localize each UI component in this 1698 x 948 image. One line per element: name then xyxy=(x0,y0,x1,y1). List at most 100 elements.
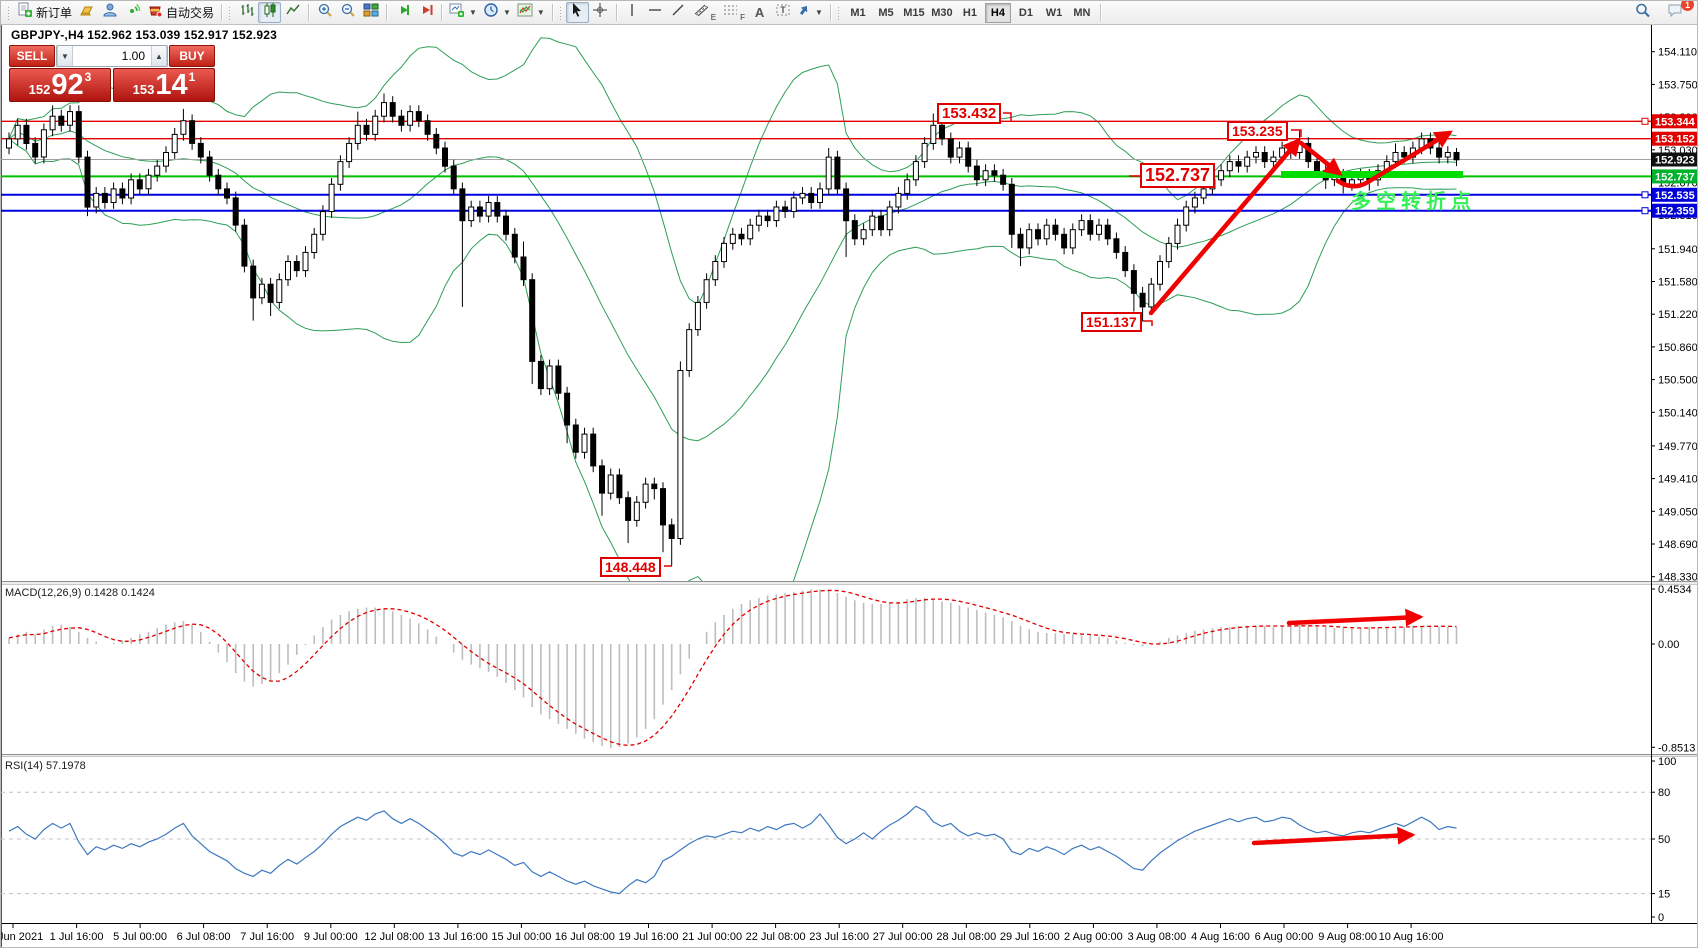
text-label-tool[interactable]: T xyxy=(771,2,794,23)
new-chart-dropdown[interactable]: ▼ xyxy=(446,2,480,23)
main-price-pane xyxy=(1,37,1651,581)
trendline-tool[interactable] xyxy=(667,2,690,23)
price-badge: 152.737 xyxy=(1652,169,1697,184)
cursor-tool-button[interactable] xyxy=(565,2,589,23)
tab-timeframe-M1[interactable]: M1 xyxy=(850,6,866,19)
line-selection-handle xyxy=(1641,117,1649,125)
profiles-clock-dropdown[interactable]: ▼ xyxy=(480,2,514,23)
signals-button[interactable] xyxy=(121,2,144,23)
candlestick-icon xyxy=(262,2,278,23)
price-annotation-label[interactable]: 148.448 xyxy=(600,557,661,578)
clock-icon xyxy=(483,2,499,23)
new-order-button[interactable]: 新订单 xyxy=(14,2,75,23)
chart-shift-button[interactable] xyxy=(414,2,437,23)
toolbar-grip[interactable] xyxy=(6,4,11,21)
autotrading-label: 自动交易 xyxy=(166,6,215,20)
main-toolbar: 新订单 自动交易 xyxy=(1,1,1697,25)
candlestick-series xyxy=(6,93,1460,566)
crosshair-icon xyxy=(592,2,608,23)
price-annotation-label[interactable]: 153.235 xyxy=(1227,121,1288,142)
trendline-icon xyxy=(670,2,686,23)
indicators-dropdown[interactable]: ▼ xyxy=(514,2,548,23)
notifications-button[interactable]: 1 xyxy=(1664,1,1694,23)
sell-price-box[interactable]: 152 92 3 xyxy=(9,68,111,102)
sell-button[interactable]: SELL xyxy=(9,45,55,67)
tab-timeframe-M15[interactable]: M15 xyxy=(903,6,925,19)
autotrading-button[interactable]: 自动交易 xyxy=(144,2,217,23)
toolbar-grip[interactable] xyxy=(835,4,841,21)
tab-timeframe-M5[interactable]: M5 xyxy=(878,6,894,19)
price-axis-tick: 148.330 xyxy=(1658,572,1698,584)
price-axis-tick: 151.220 xyxy=(1658,309,1698,321)
price-axis-tick: 149.770 xyxy=(1658,441,1698,453)
horizontal-line-tool[interactable] xyxy=(644,2,667,23)
price-axis-tick: 151.580 xyxy=(1658,277,1698,289)
fibonacci-icon-letter: F xyxy=(740,13,746,22)
time-axis-label: 4 Aug 16:00 xyxy=(1191,931,1250,943)
price-axis-tick: 151.940 xyxy=(1658,244,1698,256)
time-axis-label: 1 Jul 16:00 xyxy=(50,931,104,943)
fibonacci-icon xyxy=(722,2,740,23)
line-chart-mode-button[interactable] xyxy=(281,2,304,23)
price-annotation-label[interactable]: 152.737 xyxy=(1140,163,1216,188)
equidistant-channel-tool[interactable]: E xyxy=(690,2,719,23)
buy-price-box[interactable]: 153 14 1 xyxy=(113,68,215,102)
toolbar-grip[interactable] xyxy=(557,4,563,21)
price-badge: 153.344 xyxy=(1652,114,1697,129)
arrows-dropdown[interactable]: ▼ xyxy=(794,2,826,23)
text-tool[interactable]: A xyxy=(748,2,771,23)
macd-axis-tick: -0.8513 xyxy=(1658,742,1695,754)
price-axis-tick: 149.410 xyxy=(1658,474,1698,486)
vertical-line-tool[interactable] xyxy=(621,2,644,23)
price-axis-tick: 150.500 xyxy=(1658,375,1698,387)
crosshair-tool-button[interactable] xyxy=(589,2,612,23)
timeframe-group: M1 M5 M15 M30 H1 H4 D1 W1 MN xyxy=(844,2,1096,23)
volume-decrease-button[interactable]: ▼ xyxy=(57,46,73,66)
community-button[interactable] xyxy=(98,2,121,23)
chart-canvas[interactable]: 154.110153.750153.390153.030152.670152.3… xyxy=(1,25,1698,948)
pivot-zone-text[interactable]: 多空转折点 xyxy=(1351,191,1476,213)
tab-timeframe-MN[interactable]: MN xyxy=(1073,6,1091,19)
toolbar-separator xyxy=(441,4,443,21)
volume-increase-button[interactable]: ▲ xyxy=(151,46,167,66)
time-axis-label: 5 Jul 00:00 xyxy=(113,931,167,943)
tab-timeframe-W1[interactable]: W1 xyxy=(1045,6,1063,19)
gold-bar-button[interactable] xyxy=(75,2,98,23)
tab-timeframe-M30[interactable]: M30 xyxy=(931,6,953,19)
price-axis: 154.110153.750153.390153.030152.670152.3… xyxy=(1651,47,1698,924)
price-annotation-label[interactable]: 153.432 xyxy=(937,103,1002,125)
time-axis-label: 22 Jul 08:00 xyxy=(746,931,806,943)
price-axis-tick: 154.110 xyxy=(1658,47,1697,59)
toolbar-grip[interactable] xyxy=(227,4,233,21)
tile-windows-button[interactable] xyxy=(359,2,382,23)
search-button[interactable] xyxy=(1631,2,1654,23)
support-highlight-bar xyxy=(1281,171,1463,178)
chevron-down-icon: ▼ xyxy=(502,8,511,17)
trend-arrow xyxy=(1298,140,1343,176)
price-annotation-label[interactable]: 151.137 xyxy=(1081,312,1142,333)
price-badge: 153.152 xyxy=(1652,131,1697,146)
notification-badge: 1 xyxy=(1681,1,1694,11)
candlestick-mode-button[interactable] xyxy=(258,2,282,23)
tab-timeframe-D1[interactable]: D1 xyxy=(1018,6,1033,19)
bar-chart-mode-button[interactable] xyxy=(235,2,258,23)
zoom-in-button[interactable] xyxy=(313,2,336,23)
time-axis-label: 15 Jul 00:00 xyxy=(491,931,551,943)
time-axis-label: 16 Jul 08:00 xyxy=(555,931,615,943)
time-axis-label: 9 Jul 00:00 xyxy=(304,931,358,943)
price-axis-tick: 153.750 xyxy=(1658,79,1698,91)
fibonacci-tool[interactable]: F xyxy=(719,2,748,23)
svg-text:152.737: 152.737 xyxy=(1655,171,1695,183)
buy-button[interactable]: BUY xyxy=(169,45,215,67)
auto-scroll-button[interactable] xyxy=(391,2,414,23)
svg-text:153.344: 153.344 xyxy=(1655,116,1696,128)
tab-timeframe-H1[interactable]: H1 xyxy=(962,6,977,19)
volume-input[interactable]: 1.00 xyxy=(121,49,145,63)
line-chart-icon xyxy=(285,2,301,23)
time-axis-label: 6 Jul 08:00 xyxy=(177,931,231,943)
svg-text:152.535: 152.535 xyxy=(1655,190,1695,202)
time-axis-label: 13 Jul 16:00 xyxy=(428,931,488,943)
tab-timeframe-H4[interactable]: H4 xyxy=(984,2,1011,23)
zoom-out-button[interactable] xyxy=(336,2,359,23)
price-axis-tick: 148.690 xyxy=(1658,539,1698,551)
